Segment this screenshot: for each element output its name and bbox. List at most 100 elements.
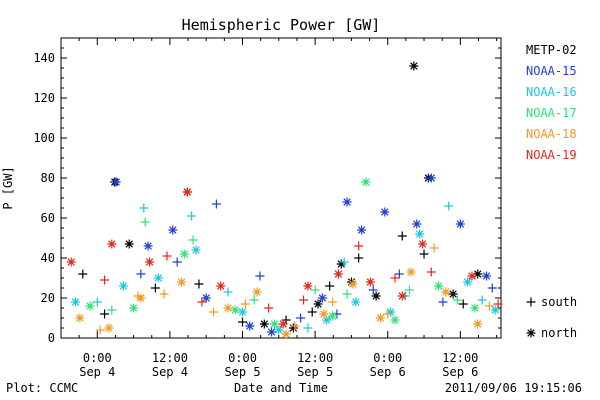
north-point <box>281 329 291 339</box>
data-points <box>66 61 503 339</box>
north-point <box>269 319 279 329</box>
north-point <box>357 225 367 235</box>
y-tick-label: 40 <box>41 251 55 265</box>
north-point <box>223 303 233 313</box>
marker-legend-label: north <box>541 326 577 340</box>
north-point <box>313 299 323 309</box>
south-point <box>290 321 300 331</box>
y-tick-label: 140 <box>33 51 55 65</box>
south-point <box>354 241 364 251</box>
south-point <box>310 285 320 295</box>
south-point <box>477 295 487 305</box>
south-point <box>339 257 349 267</box>
north-point <box>303 281 313 291</box>
north-point <box>201 293 211 303</box>
x-tick-date: Sep 4 <box>79 365 115 379</box>
x-tick-date: Sep 4 <box>152 365 188 379</box>
y-tick-label: 60 <box>41 211 55 225</box>
south-point <box>78 269 88 279</box>
north-point <box>145 257 155 267</box>
north-point <box>348 279 358 289</box>
south-point <box>325 281 335 291</box>
series-noaa-17 <box>85 177 480 329</box>
north-point <box>66 257 76 267</box>
x-tick-date: Sep 6 <box>370 365 406 379</box>
south-point <box>438 297 448 307</box>
south-point <box>426 267 436 277</box>
x-tick-time: 0:00 <box>83 351 112 365</box>
south-point <box>405 285 415 295</box>
north-point <box>481 271 491 281</box>
north-point <box>365 277 375 287</box>
south-point <box>162 251 172 261</box>
legend-entry: NOAA-16 <box>526 85 577 99</box>
north-point <box>380 207 390 217</box>
south-point <box>107 305 117 315</box>
north-point <box>129 303 139 313</box>
x-tick-date: Sep 6 <box>442 365 478 379</box>
y-axis: 0 20 40 60 80 100 120 140 <box>33 47 501 345</box>
south-point <box>197 297 207 307</box>
north-point <box>288 323 298 333</box>
south-point <box>238 317 248 327</box>
y-axis-label: P [GW] <box>1 166 15 209</box>
north-point <box>143 241 153 251</box>
south-point <box>419 249 429 259</box>
north-point <box>118 281 128 291</box>
south-point <box>255 271 265 281</box>
north-point <box>397 291 407 301</box>
north-point <box>467 271 477 281</box>
y-tick-label: 20 <box>41 291 55 305</box>
plot-frame <box>60 37 502 339</box>
south-point <box>139 203 149 213</box>
north-point <box>351 297 361 307</box>
north-point <box>441 287 451 297</box>
x-tick-time: 12:00 <box>297 351 333 365</box>
north-point <box>136 293 146 303</box>
north-point <box>473 319 483 329</box>
legend-entry: NOAA-17 <box>526 106 577 120</box>
north-point <box>371 291 381 301</box>
north-point <box>386 307 396 317</box>
south-point <box>429 243 439 253</box>
x-tick-time: 0:00 <box>228 351 257 365</box>
south-point <box>150 283 160 293</box>
south-point <box>526 297 536 307</box>
south-point <box>307 307 317 317</box>
series-legend: METP-02 NOAA-15 NOAA-16 NOAA-17 NOAA-18 NOAA-… <box>526 43 577 162</box>
south-point <box>95 325 105 335</box>
north-point <box>238 307 248 317</box>
north-point <box>418 239 428 249</box>
north-point <box>259 319 269 329</box>
north-point <box>322 315 332 325</box>
south-point <box>328 297 338 307</box>
south-point <box>140 217 150 227</box>
north-point <box>448 289 458 299</box>
series-noaa-18 <box>75 243 494 339</box>
series-metp-02 <box>78 61 483 333</box>
north-point <box>153 273 163 283</box>
south-point <box>354 253 364 263</box>
north-point <box>182 187 192 197</box>
north-point <box>111 177 121 187</box>
legend-entry: NOAA-18 <box>526 127 577 141</box>
series-noaa-16 <box>71 201 500 335</box>
x-tick-time: 0:00 <box>373 351 402 365</box>
north-point <box>71 297 81 307</box>
north-point <box>85 301 95 311</box>
south-point <box>188 235 198 245</box>
north-point <box>328 311 338 321</box>
south-point <box>208 307 218 317</box>
south-point <box>240 299 250 309</box>
south-point <box>383 309 393 319</box>
south-point <box>100 275 110 285</box>
north-point <box>409 61 419 71</box>
footer-right: 2011/09/06 19:15:06 <box>445 381 582 395</box>
north-point <box>168 225 178 235</box>
y-tick-label: 100 <box>33 131 55 145</box>
chart-title: Hemispheric Power [GW] <box>182 16 381 34</box>
legend-entry: METP-02 <box>526 43 577 57</box>
marker-legend-label: south <box>541 295 577 309</box>
